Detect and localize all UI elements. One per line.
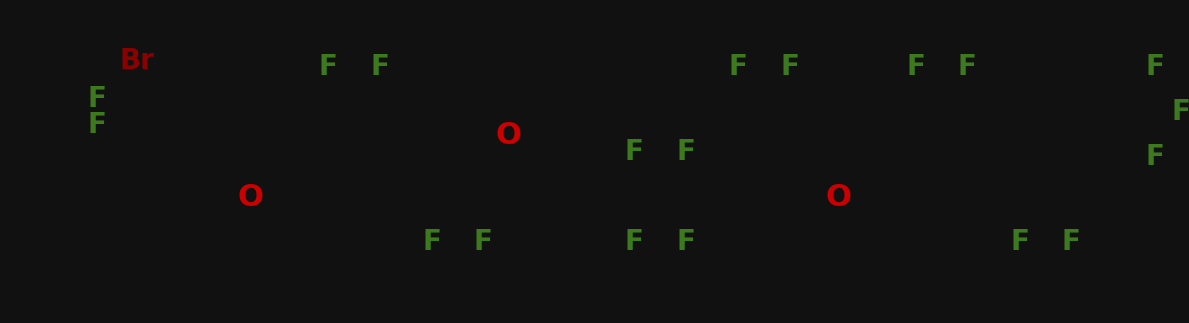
Text: F: F (422, 228, 441, 256)
Text: F: F (677, 138, 696, 166)
Text: F: F (1011, 228, 1030, 256)
Text: F: F (1062, 228, 1081, 256)
Text: F: F (473, 228, 492, 256)
Text: F: F (370, 53, 389, 81)
Text: F: F (1171, 98, 1189, 126)
Text: F: F (958, 53, 977, 81)
Text: Br: Br (120, 47, 155, 75)
Text: F: F (729, 53, 748, 81)
Text: O: O (237, 182, 263, 212)
Text: F: F (1146, 53, 1164, 81)
Text: F: F (677, 228, 696, 256)
Text: F: F (319, 53, 338, 81)
Text: F: F (1146, 143, 1164, 171)
Text: F: F (906, 53, 925, 81)
Text: F: F (625, 228, 643, 256)
Text: F: F (87, 111, 106, 140)
Text: F: F (780, 53, 799, 81)
Text: F: F (87, 85, 106, 112)
Text: O: O (496, 120, 522, 150)
Text: O: O (825, 182, 851, 212)
Text: F: F (625, 138, 643, 166)
